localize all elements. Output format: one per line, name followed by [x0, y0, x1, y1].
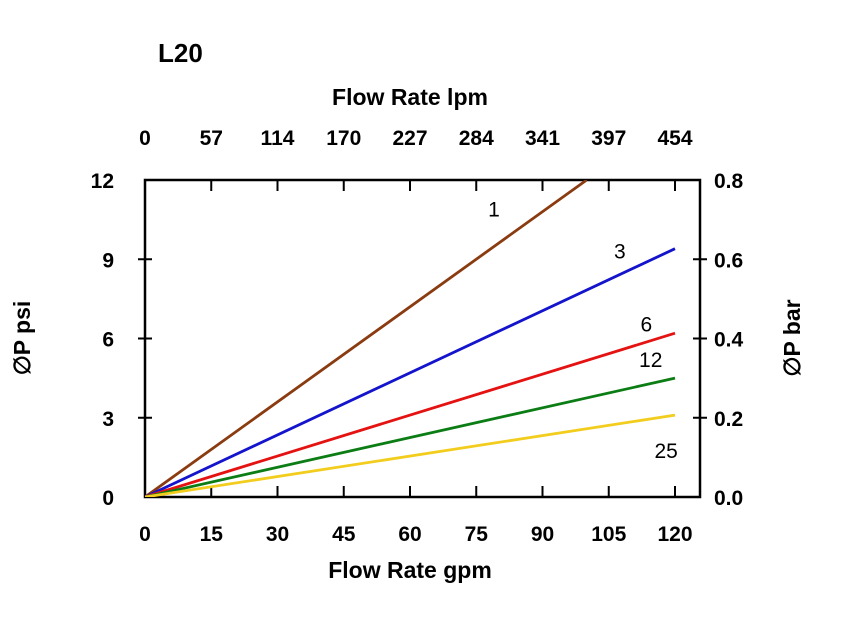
top-tick-label: 454 — [657, 127, 692, 150]
left-tick-label: 9 — [102, 249, 114, 272]
bottom-tick-label: 30 — [266, 523, 289, 546]
left-tick-label: 3 — [102, 408, 114, 431]
series-line-6 — [145, 331, 676, 497]
left-axis-label: ∅P psi — [9, 301, 35, 376]
series-line-3 — [145, 247, 676, 497]
right-axis-label: ∅P bar — [779, 299, 805, 376]
top-tick-label: 170 — [326, 127, 361, 150]
bottom-tick-label: 75 — [465, 523, 489, 546]
left-tick-label: 6 — [102, 329, 114, 352]
bottom-tick-label: 45 — [332, 523, 356, 546]
top-tick-label: 0 — [139, 127, 151, 150]
bottom-tick-label: 0 — [139, 523, 151, 546]
bottom-tick-label: 15 — [200, 523, 224, 546]
bottom-tick-label: 90 — [531, 523, 554, 546]
top-tick-label: 341 — [525, 127, 560, 150]
right-tick-label: 0.0 — [714, 487, 743, 510]
top-tick-label: 114 — [261, 127, 295, 150]
series-label-3: 3 — [614, 241, 626, 264]
top-tick-label: 57 — [200, 127, 223, 150]
top-tick-label: 227 — [392, 127, 427, 150]
chart-title: L20 — [158, 38, 203, 68]
top-tick-label: 284 — [459, 127, 494, 150]
series-label-6: 6 — [640, 313, 652, 336]
bottom-tick-label: 105 — [591, 523, 626, 546]
plot-frame — [143, 178, 702, 499]
bottom-tick-label: 60 — [398, 523, 421, 546]
series-line-25 — [145, 413, 676, 497]
bottom-tick-label: 120 — [657, 523, 692, 546]
series-line-1 — [145, 180, 588, 497]
series-label-12: 12 — [639, 349, 662, 372]
right-tick-label: 0.2 — [714, 408, 743, 431]
left-tick-label: 12 — [91, 170, 114, 193]
series-line-12 — [145, 376, 676, 497]
series-label-25: 25 — [654, 440, 677, 463]
top-axis-label: Flow Rate lpm — [332, 84, 488, 110]
right-tick-label: 0.6 — [714, 249, 743, 272]
top-tick-label: 397 — [591, 127, 626, 150]
left-tick-label: 0 — [102, 487, 114, 510]
right-tick-label: 0.4 — [714, 329, 744, 352]
bottom-axis-label: Flow Rate gpm — [328, 557, 492, 583]
series-label-1: 1 — [488, 198, 500, 221]
right-tick-label: 0.8 — [714, 170, 744, 193]
